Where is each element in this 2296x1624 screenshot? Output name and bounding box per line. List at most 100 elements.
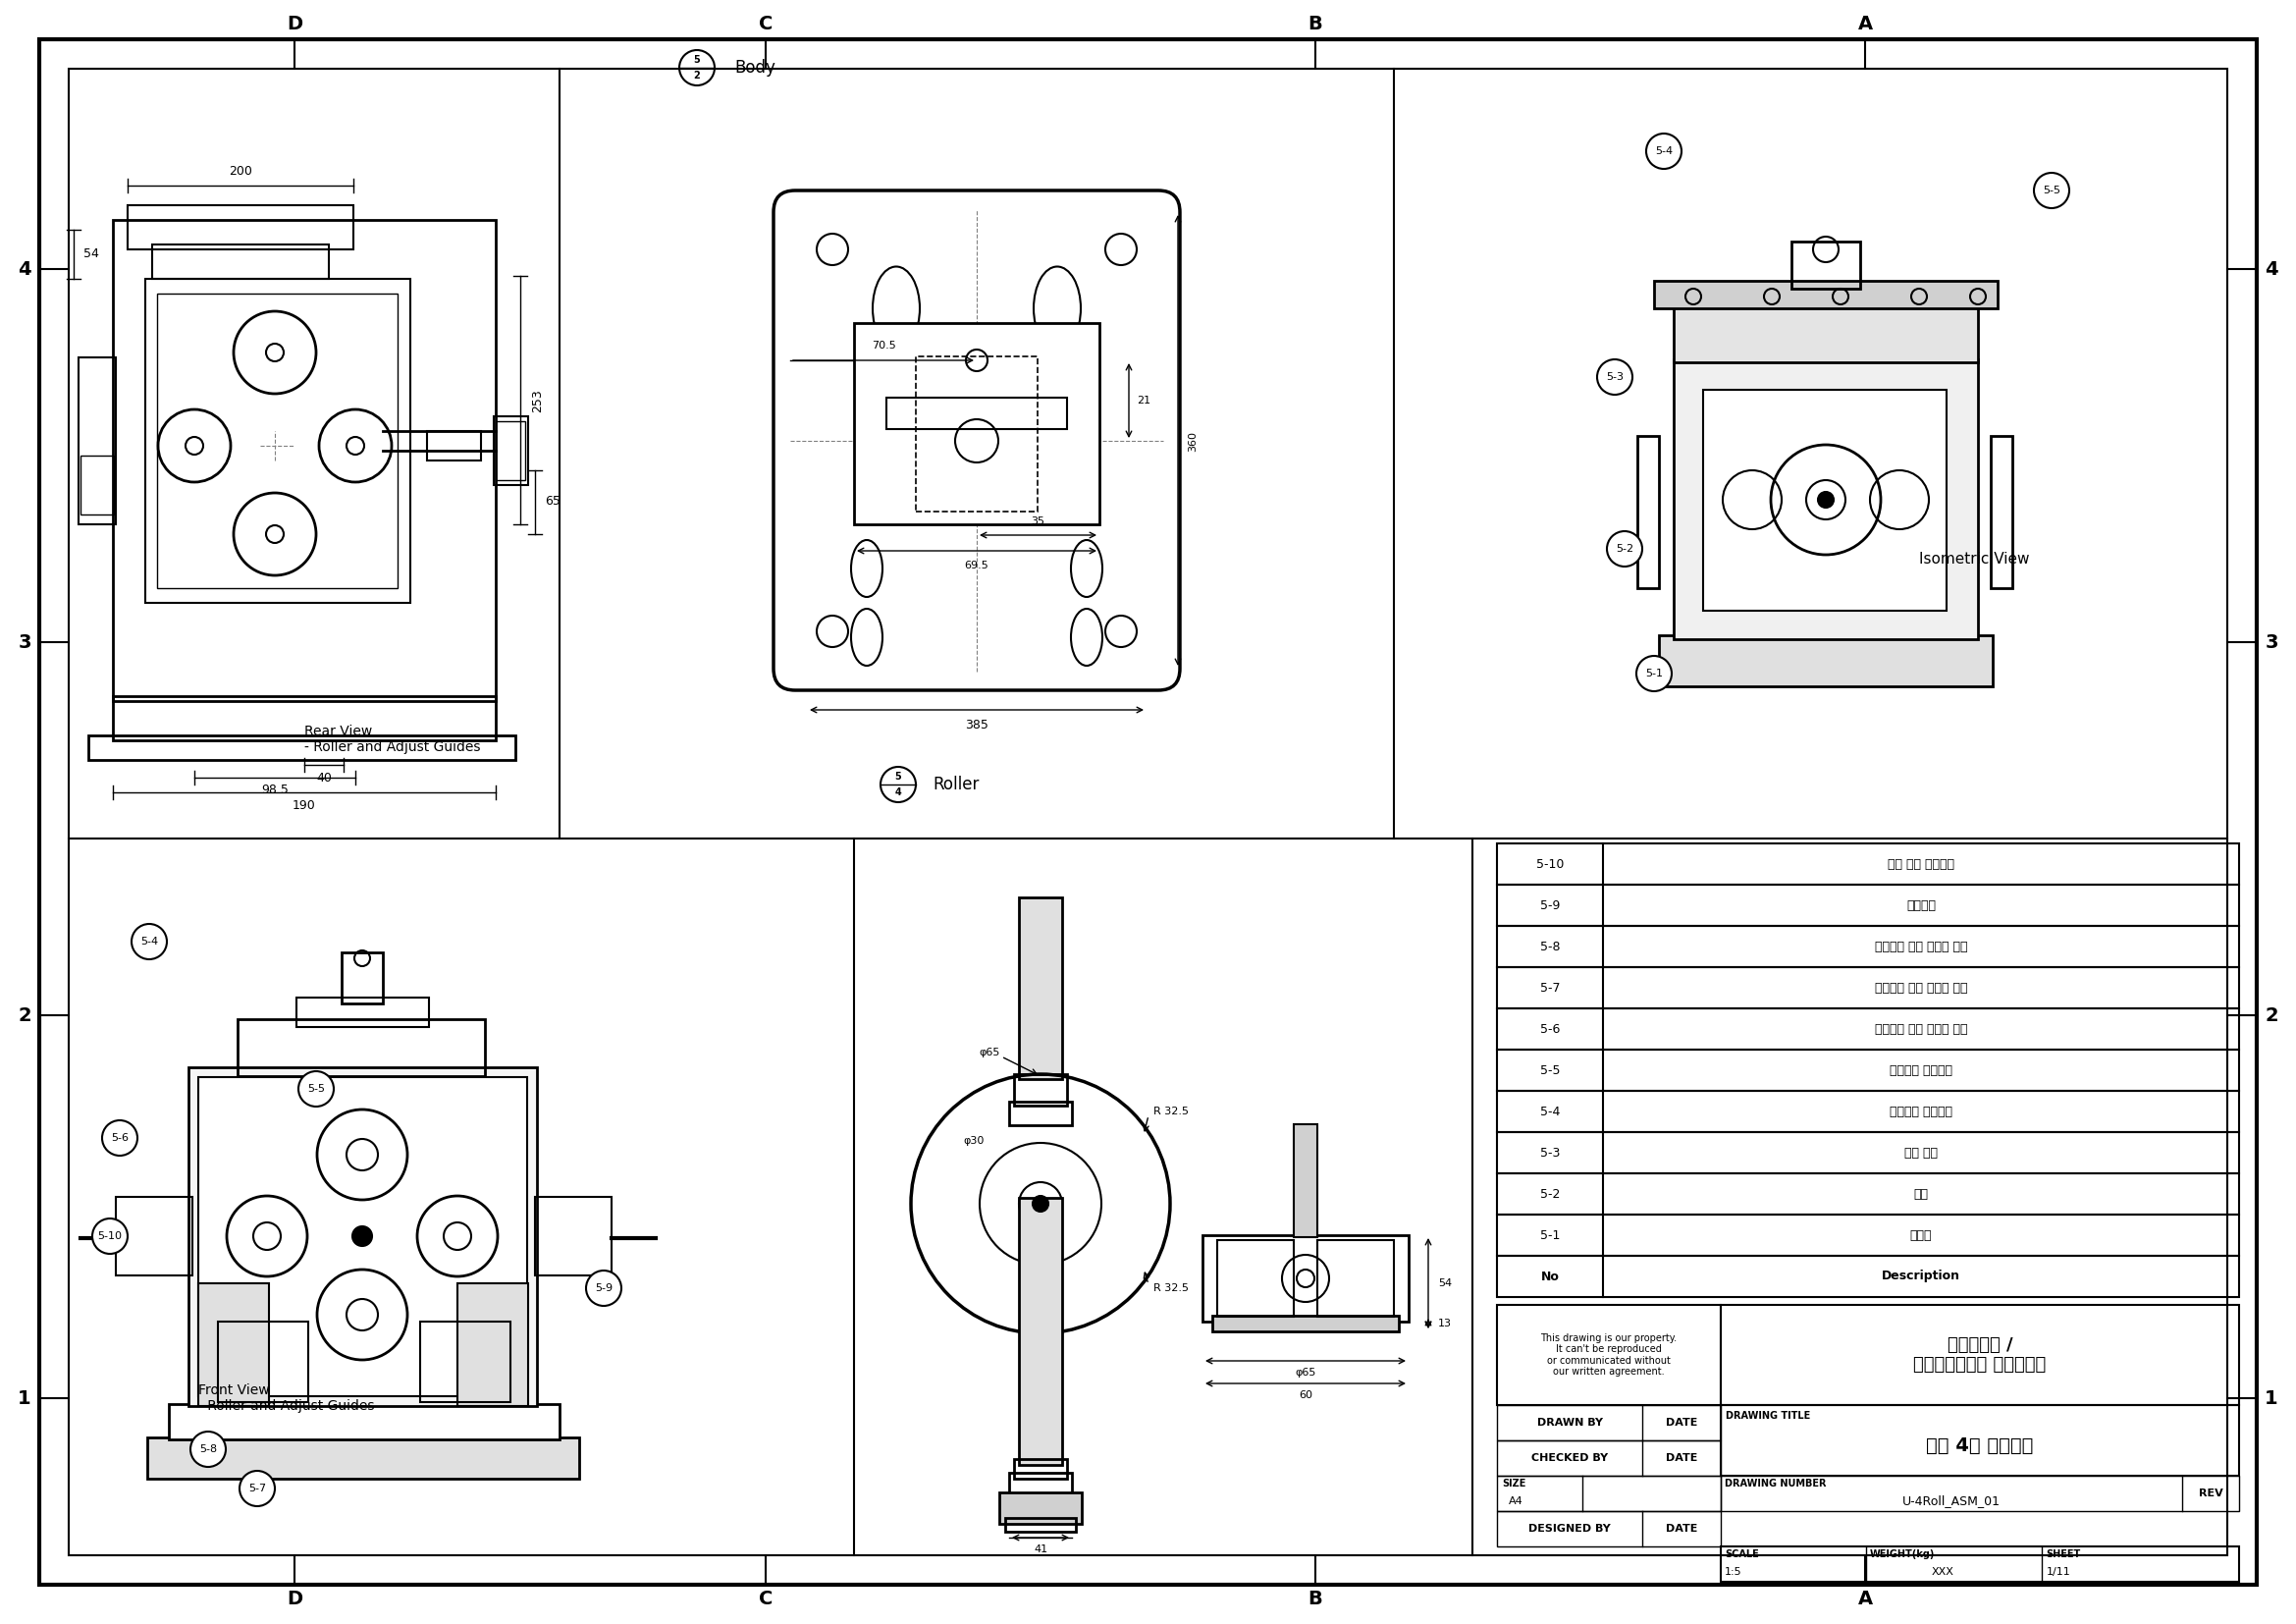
Text: 5-3: 5-3: [1605, 372, 1623, 382]
Text: DATE: DATE: [1665, 1418, 1697, 1427]
Bar: [188, 1067, 537, 1406]
Text: 1/11: 1/11: [2046, 1567, 2071, 1577]
Bar: [1497, 1405, 1720, 1440]
Text: 69.5: 69.5: [964, 560, 990, 570]
Text: 253: 253: [533, 388, 544, 412]
Text: 5-6: 5-6: [110, 1134, 129, 1143]
Circle shape: [1637, 656, 1671, 692]
Text: 5-5: 5-5: [1541, 1064, 1559, 1077]
Text: 5-5: 5-5: [2043, 185, 2060, 195]
Bar: [115, 1197, 193, 1275]
Text: Rear View
- Roller and Adjust Guides: Rear View - Roller and Adjust Guides: [305, 724, 480, 754]
Bar: [1704, 390, 1947, 611]
Text: Isometric View: Isometric View: [1919, 551, 2030, 567]
Bar: [494, 416, 528, 486]
Text: 2: 2: [693, 71, 700, 81]
Bar: [1497, 1173, 2239, 1215]
Text: A4: A4: [1508, 1496, 1522, 1505]
Circle shape: [1033, 1195, 1049, 1212]
Text: 4: 4: [2264, 260, 2278, 278]
Text: 5-8: 5-8: [200, 1444, 218, 1453]
Text: D: D: [287, 15, 303, 34]
Text: 롤러 커버: 롤러 커버: [1903, 1147, 1938, 1160]
Bar: [1019, 898, 1063, 1078]
FancyBboxPatch shape: [774, 190, 1180, 690]
Bar: [87, 736, 514, 760]
Bar: [457, 1283, 528, 1406]
Bar: [1497, 926, 2239, 968]
Text: 21: 21: [1137, 396, 1150, 406]
Text: 5-4: 5-4: [140, 937, 158, 947]
Text: 5-2: 5-2: [1616, 544, 1632, 554]
Ellipse shape: [1070, 541, 1102, 598]
Text: CHECKED BY: CHECKED BY: [1531, 1453, 1607, 1463]
Bar: [1019, 1199, 1063, 1465]
Bar: [1318, 1241, 1394, 1317]
Text: 5-9: 5-9: [1541, 900, 1559, 911]
Circle shape: [298, 1072, 333, 1106]
Bar: [1497, 1255, 2239, 1298]
Bar: [1653, 281, 1998, 309]
Bar: [80, 456, 115, 515]
Text: 5-3: 5-3: [1541, 1147, 1559, 1160]
Bar: [218, 1322, 308, 1402]
Circle shape: [1818, 492, 1835, 508]
Bar: [1674, 305, 1977, 362]
Text: 35: 35: [1031, 516, 1045, 526]
Bar: [197, 1077, 528, 1397]
Bar: [1497, 1510, 1720, 1546]
Bar: [1497, 1049, 2239, 1091]
Bar: [1015, 1073, 1068, 1106]
Text: 5-8: 5-8: [1541, 940, 1559, 953]
Text: R 32.5: R 32.5: [1153, 1106, 1189, 1116]
Bar: [999, 1492, 1081, 1523]
Text: This drawing is our property.
It can't be reproduced
or communicated without
our: This drawing is our property. It can't b…: [1541, 1333, 1676, 1377]
Text: DRAWING TITLE: DRAWING TITLE: [1727, 1411, 1809, 1421]
Text: 5-1: 5-1: [1646, 669, 1662, 679]
Text: C: C: [758, 1590, 774, 1609]
Text: 우측롤러 연동 가이드 블록: 우측롤러 연동 가이드 블록: [1874, 981, 1968, 994]
Ellipse shape: [872, 266, 921, 351]
Text: 5: 5: [693, 55, 700, 65]
Text: 13: 13: [1437, 1319, 1451, 1328]
Text: 385: 385: [964, 718, 987, 731]
Text: 5-4: 5-4: [1541, 1104, 1559, 1117]
Bar: [170, 1405, 560, 1439]
Text: 40: 40: [317, 771, 331, 784]
Text: φ30: φ30: [964, 1137, 985, 1147]
Text: 5-9: 5-9: [595, 1283, 613, 1293]
Text: WEIGHT(kg): WEIGHT(kg): [1869, 1549, 1936, 1559]
Text: 5-7: 5-7: [1541, 981, 1559, 994]
Circle shape: [101, 1121, 138, 1156]
Text: B: B: [1309, 1590, 1322, 1609]
Text: DRAWING NUMBER: DRAWING NUMBER: [1724, 1478, 1825, 1489]
Text: Description: Description: [1883, 1270, 1961, 1283]
Bar: [1497, 1306, 1720, 1405]
Bar: [1720, 1405, 2239, 1476]
Text: 1: 1: [18, 1389, 32, 1408]
Text: A: A: [1857, 15, 1874, 34]
Text: DATE: DATE: [1665, 1523, 1697, 1533]
Text: REV: REV: [2200, 1489, 2223, 1499]
Text: 5: 5: [895, 771, 902, 781]
Bar: [1497, 1476, 1720, 1510]
Text: DRAWN BY: DRAWN BY: [1536, 1418, 1603, 1427]
Bar: [535, 1197, 611, 1275]
Bar: [1720, 1546, 2239, 1582]
Bar: [420, 1322, 510, 1402]
Text: 2: 2: [2264, 1005, 2278, 1025]
Text: R 32.5: R 32.5: [1153, 1283, 1189, 1293]
Bar: [78, 357, 115, 525]
Text: 지지판: 지지판: [1910, 1229, 1931, 1242]
Text: 상부롤러 연동 가이드 블록: 상부롤러 연동 가이드 블록: [1874, 1023, 1968, 1036]
Text: 5-5: 5-5: [308, 1083, 326, 1095]
Text: 1:5: 1:5: [1724, 1567, 1743, 1577]
Bar: [236, 1020, 484, 1077]
Text: B: B: [1309, 15, 1322, 34]
Bar: [1497, 1132, 2239, 1173]
Text: 4: 4: [18, 260, 32, 278]
Text: φ65: φ65: [1295, 1367, 1316, 1377]
Text: 200: 200: [230, 164, 253, 177]
Bar: [1293, 1124, 1318, 1237]
Bar: [1497, 885, 2239, 926]
